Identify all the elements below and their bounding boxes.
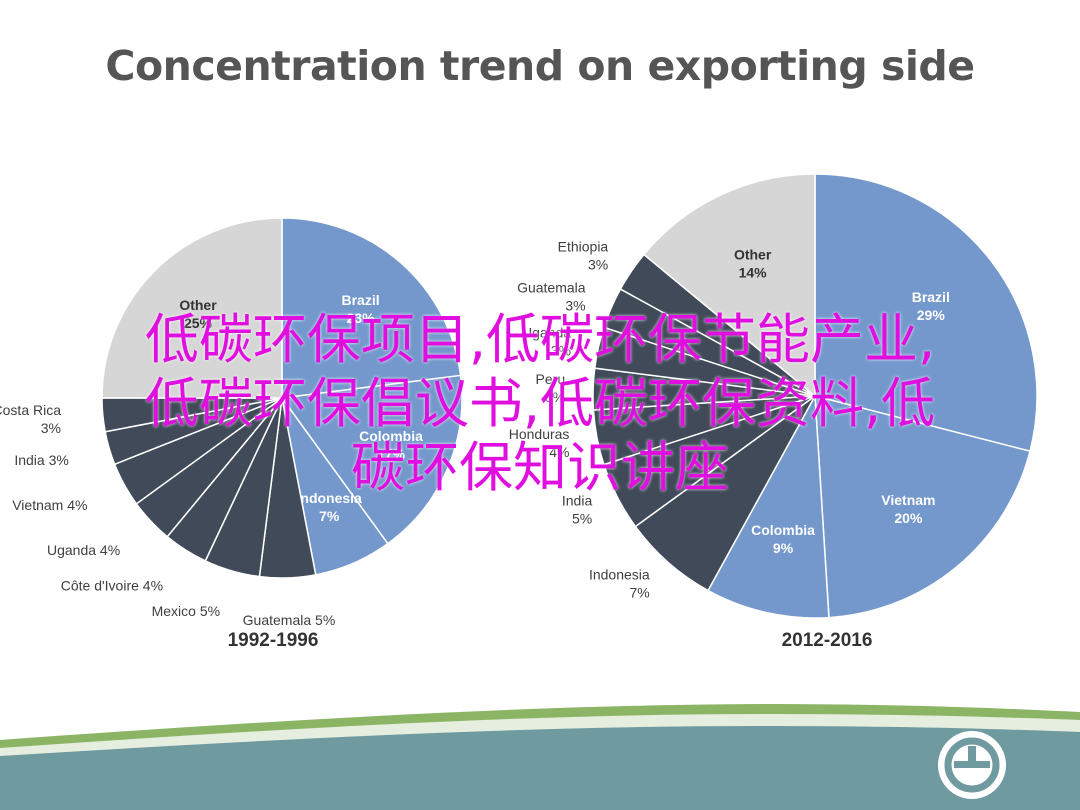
pie-label-uganda: Uganda 3% <box>522 324 571 358</box>
pie-slice-other <box>101 217 283 399</box>
pie-label-brazil: Brazil 23% <box>342 292 380 326</box>
circle-logo-icon <box>938 731 1006 799</box>
pie-chart-1992-1996: Brazil 23% Colombia 17% Indonesia 7% Guatemala… <box>0 217 463 628</box>
pie-label-vietnam: Vietnam 4% <box>12 497 87 513</box>
overlay-text: 低碳环保项目,低碳环保节能产业, 低碳环保倡议书,低碳环保资料,低 碳环保知识讲… <box>0 308 1080 500</box>
pie-label-uganda: Uganda 4% <box>47 542 120 558</box>
pie-label-honduras: Honduras 4% <box>509 426 570 460</box>
pie-label-vietnam: Vietnam 20% <box>881 492 935 526</box>
pie-title-2012-2016: 2012-2016 <box>782 630 873 651</box>
pie-slice-brazil <box>814 173 1038 453</box>
pie-slice-other <box>642 173 816 398</box>
pie-label-indonesia: Indonesia 7% <box>589 567 650 601</box>
pie-label-ethiopia: Ethiopia 3% <box>558 238 609 272</box>
overlay-line: 碳环保知识讲座 <box>351 436 729 499</box>
pie-label-mexico: Mexico 5% <box>152 603 220 619</box>
pie-label-c-te-d-ivoire: Côte d'Ivoire 4% <box>61 577 163 593</box>
pie-label-brazil: Brazil 29% <box>912 289 950 323</box>
pie-label-guatemala: Guatemala 3% <box>517 280 586 314</box>
pie-label-india: India 5% <box>562 492 593 526</box>
pie-label-other: Other 25% <box>179 297 217 331</box>
pie-slice-brazil <box>281 217 462 399</box>
footer-teal-wave <box>0 726 1080 810</box>
overlay-line: 低碳环保倡议书,低碳环保资料,低 <box>144 372 936 435</box>
pie-label-other: Other 14% <box>734 246 772 280</box>
pie-label-indonesia: Indonesia 7% <box>297 490 363 524</box>
pie-slice-vietnam <box>814 395 1031 619</box>
pie-label-colombia: Colombia 9% <box>751 522 815 556</box>
pie-slice-colombia <box>280 374 463 545</box>
pie-label-peru: Peru 3% <box>536 371 566 405</box>
pie-label-guatemala: Guatemala 5% <box>243 612 336 628</box>
overlay-line: 低碳环保项目,低碳环保节能产业, <box>144 308 936 371</box>
footer-band <box>0 704 1080 810</box>
pie-label-india: India 3% <box>14 452 68 468</box>
pie-slice-colombia <box>707 393 830 619</box>
slide-title: Concentration trend on exporting side <box>105 42 975 90</box>
pie-chart-2012-2016: Brazil 29% Vietnam 20% Colombia 9% Indonesia 7%… <box>509 173 1038 619</box>
pie-label-colombia: Colombia 17% <box>359 428 423 462</box>
pie-title-1992-1996: 1992-1996 <box>228 630 319 651</box>
